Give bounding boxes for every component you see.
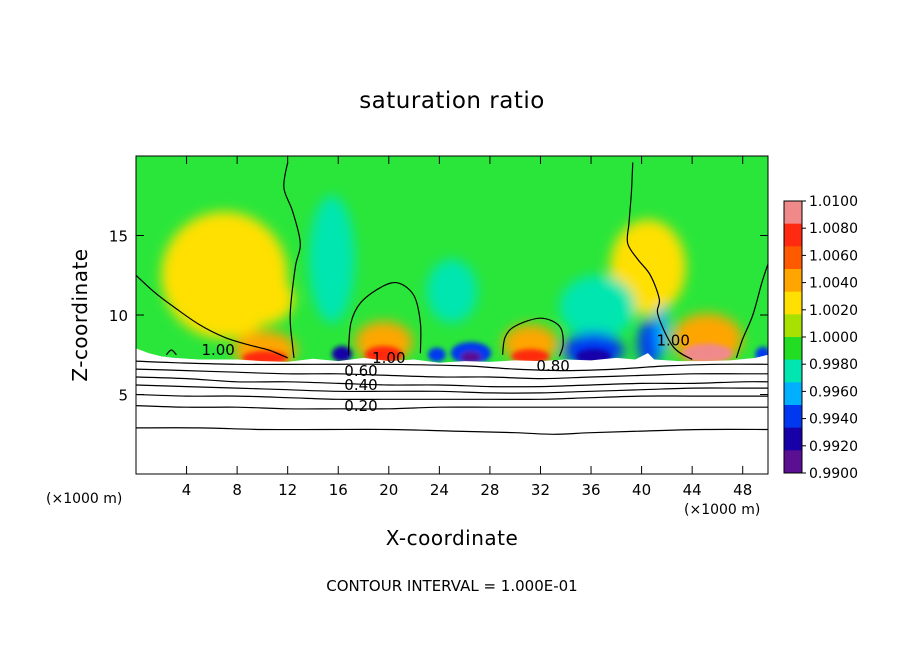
field-cell-13 <box>682 343 733 363</box>
contour-line-0 <box>136 274 288 359</box>
x-tick-label-6: 28 <box>480 481 499 499</box>
contour-label-0: 1.00 <box>201 341 234 359</box>
contour-line-9 <box>136 376 768 388</box>
contour-label-2: 1.00 <box>656 332 689 350</box>
field-cell-14 <box>331 346 353 362</box>
contour-label-6: 0.20 <box>344 397 377 415</box>
colorbar: 1.0100 1.0080 1.0060 1.0040 1.0020 1.0000 0.99… <box>783 194 858 482</box>
contour-label-5: 0.40 <box>344 376 377 394</box>
x-tick-label-10: 44 <box>683 481 702 499</box>
x-tick-label-11: 48 <box>733 481 752 499</box>
colorbar-swatch-11 <box>784 450 802 474</box>
subsaturated-region <box>136 348 768 474</box>
colorbar-swatch-4 <box>784 291 802 315</box>
contour-line-11 <box>136 393 768 400</box>
x-tick-label-0: 4 <box>182 481 192 499</box>
contour-line-1 <box>283 162 301 358</box>
colorbar-label-8: 0.9940 <box>809 412 858 428</box>
field-cell-9 <box>364 346 403 364</box>
x-tick-label-1: 8 <box>232 481 242 499</box>
field-cell-4 <box>426 259 478 323</box>
contour-line-10 <box>136 384 768 394</box>
contour-line-5 <box>735 263 768 359</box>
colorbar-label-4: 1.0020 <box>809 303 858 319</box>
colorbar-label-2: 1.0060 <box>809 248 858 264</box>
colorbar-label-3: 1.0040 <box>809 276 858 292</box>
x-axis-label: X-coordinate <box>385 526 519 550</box>
y-axis-label: Z-coordinate <box>68 248 92 382</box>
colorbar-label-1: 1.0080 <box>809 221 858 237</box>
contour-interval-note: CONTOUR INTERVAL = 1.000E-01 <box>326 577 578 595</box>
field-cell-11 <box>511 349 550 364</box>
colorbar-swatch-0 <box>784 201 802 225</box>
colorbar-label-5: 1.0000 <box>809 330 858 346</box>
contour-line-6 <box>165 349 177 356</box>
y-tick-label-2: 15 <box>109 228 128 246</box>
colorbar-swatch-8 <box>784 382 802 406</box>
colorbar-label-10: 0.9900 <box>809 466 858 482</box>
contour-line-7 <box>136 360 768 372</box>
x-tick-label-2: 12 <box>278 481 297 499</box>
x-tick-label-3: 16 <box>329 481 348 499</box>
contour-labels: 1.00 1.00 1.00 0.80 0.600.40 0.20 <box>201 332 689 415</box>
field-cell-16 <box>460 351 482 363</box>
contour-line-8 <box>136 368 768 380</box>
contour-line-2 <box>347 281 422 355</box>
colorbar-label-7: 0.9960 <box>809 384 858 400</box>
y-tick-label-1: 10 <box>109 307 128 325</box>
field-cell-3 <box>309 195 355 323</box>
colorbar-swatch-2 <box>784 246 802 270</box>
field-cell-1 <box>230 273 294 325</box>
contour-line-4 <box>626 162 693 361</box>
contour-line-3 <box>502 317 564 357</box>
colorbar-swatch-9 <box>784 405 802 429</box>
y-tick-label-0: 5 <box>118 387 128 405</box>
y-axis: 5 10 15 <box>109 228 768 405</box>
colorbar-swatch-6 <box>784 337 802 361</box>
field-cell-19 <box>427 347 446 362</box>
x-tick-label-8: 36 <box>581 481 600 499</box>
x-tick-label-7: 32 <box>531 481 550 499</box>
field-cell-5 <box>559 275 636 339</box>
contour-lines <box>136 162 768 435</box>
contour-label-1: 1.00 <box>372 349 405 367</box>
x-tick-label-4: 20 <box>379 481 398 499</box>
chart-title: saturation ratio <box>359 88 545 114</box>
colorbar-swatch-10 <box>784 427 802 451</box>
colorbar-swatch-1 <box>784 223 802 247</box>
contour-line-13 <box>136 427 768 435</box>
contour-line-12 <box>136 405 768 410</box>
contour-label-4: 0.60 <box>344 362 377 380</box>
contour-label-3: 0.80 <box>536 357 569 375</box>
colorbar-label-6: 0.9980 <box>809 357 858 373</box>
x-unit-label-left: (×1000 m) <box>46 491 123 507</box>
x-axis: 4 8 12 16 20 24 28 32 36 40 44 48 <box>182 156 752 499</box>
colorbar-swatch-5 <box>784 314 802 338</box>
colorbar-label-9: 0.9920 <box>809 439 858 455</box>
x-unit-label-right: (×1000 m) <box>684 502 761 518</box>
colorbar-swatch-3 <box>784 269 802 293</box>
x-tick-label-5: 24 <box>430 481 449 499</box>
plot-area: 1.00 1.00 1.00 0.80 0.600.40 0.20 <box>136 156 768 474</box>
colorbar-swatch-7 <box>784 359 802 383</box>
colorbar-label-0: 1.0100 <box>809 194 858 210</box>
x-tick-label-9: 40 <box>632 481 651 499</box>
